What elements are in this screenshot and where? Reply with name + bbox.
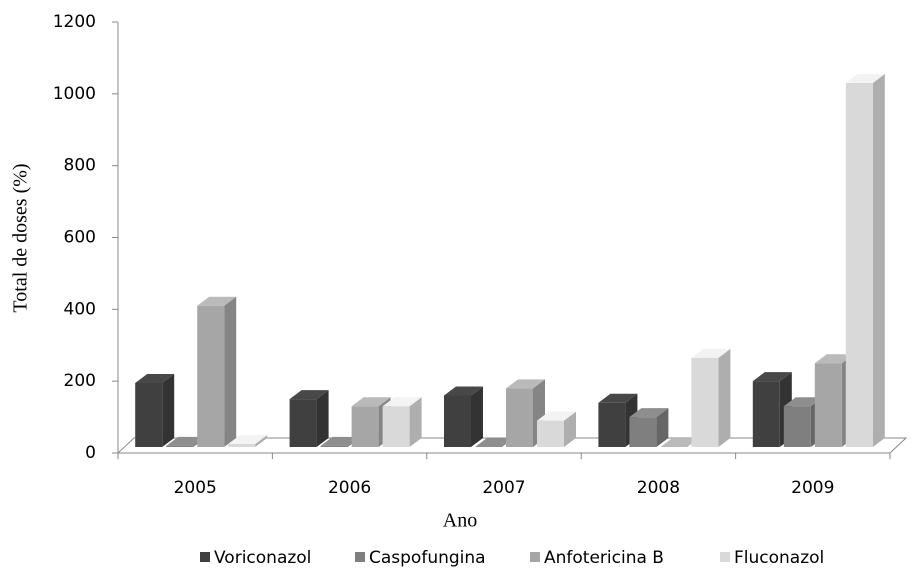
legend-swatch [720, 552, 730, 562]
bar [289, 390, 329, 447]
y-tick-label: 800 [64, 156, 96, 176]
bar [537, 411, 576, 447]
bar-face [629, 408, 669, 418]
bar [691, 348, 731, 447]
bar-face [598, 402, 626, 447]
bar-face [444, 386, 483, 396]
bar [135, 373, 175, 447]
bar [845, 74, 885, 447]
bar-face [166, 436, 206, 446]
legend-swatch [530, 552, 540, 562]
y-tick-label: 0 [85, 443, 96, 463]
bar-face [471, 386, 483, 447]
bar-face [718, 348, 731, 447]
bar [475, 438, 514, 447]
y-tick-label: 600 [64, 228, 96, 248]
bar-face [382, 397, 422, 407]
bar-face [814, 354, 854, 364]
bar [660, 438, 700, 447]
bar-face [506, 379, 545, 389]
bar-face [691, 348, 731, 358]
bar-face [162, 373, 175, 447]
bar-face [564, 411, 576, 447]
bar-face [783, 406, 811, 447]
bar-face [197, 305, 225, 447]
bar-face [228, 444, 256, 447]
legend-label: Fluconazol [734, 548, 824, 568]
y-tick-label: 1000 [53, 84, 96, 104]
bar-face [351, 406, 379, 447]
x-tick-label: 2005 [174, 478, 217, 498]
bar-face [289, 390, 329, 400]
y-axis-title: Total de doses (%) [10, 163, 32, 312]
bar-face [752, 372, 792, 382]
bar-face [197, 296, 237, 306]
bar [228, 435, 268, 447]
y-tick-label: 400 [64, 299, 96, 319]
bar-face [660, 438, 700, 447]
bar-face [382, 406, 410, 447]
legend-label: Caspofungina [369, 548, 486, 568]
bar-face [691, 357, 719, 447]
bar [444, 386, 483, 447]
bar-face [656, 408, 669, 447]
x-axis-title: Ano [443, 510, 477, 532]
x-tick-label: 2007 [482, 478, 525, 498]
bar-face [351, 397, 391, 407]
bar-face [845, 74, 885, 84]
floor [116, 437, 908, 454]
legend-label: Anfotericina B [544, 548, 664, 568]
bar [197, 296, 237, 447]
bar-face [409, 397, 422, 447]
bar-face [135, 373, 175, 383]
bar-face [316, 390, 329, 447]
legend-label: Voriconazol [214, 548, 311, 568]
bar-face [224, 296, 237, 447]
legend-swatch [200, 552, 210, 562]
bar-face [814, 363, 842, 447]
bar-face [228, 435, 268, 445]
bar-face [752, 381, 780, 447]
bar-face [444, 395, 471, 447]
bar [382, 397, 422, 447]
bar-face [537, 420, 564, 447]
y-tick-label: 1200 [53, 12, 96, 32]
x-tick-label: 2006 [328, 478, 371, 498]
bar-face [598, 393, 638, 403]
bar-face [135, 382, 163, 447]
bar-face [475, 438, 514, 447]
bar-face [629, 417, 657, 447]
legend-swatch [355, 552, 365, 562]
bar-face [255, 435, 268, 447]
bar-face [783, 397, 823, 407]
bar-face [320, 445, 348, 447]
x-tick-label: 2008 [637, 478, 680, 498]
bar-face [289, 399, 317, 447]
bar-face [166, 445, 194, 447]
bar-face [320, 436, 360, 446]
bar-face [506, 388, 533, 447]
x-tick-label: 2009 [791, 478, 834, 498]
bar-face [537, 411, 576, 421]
y-tick-label: 200 [64, 371, 96, 391]
bar-face [845, 83, 873, 447]
bar [629, 408, 669, 447]
bar-face [872, 74, 885, 447]
